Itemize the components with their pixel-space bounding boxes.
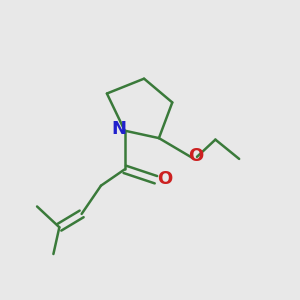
Text: O: O — [188, 147, 203, 165]
Text: O: O — [157, 170, 172, 188]
Text: N: N — [111, 120, 126, 138]
